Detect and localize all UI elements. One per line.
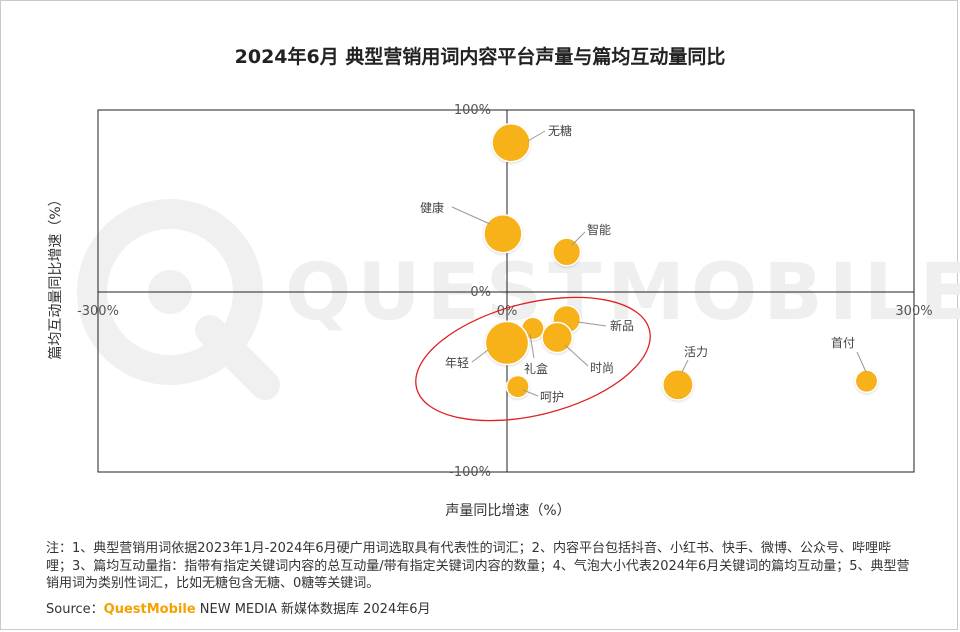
y-tick-zero: 0% bbox=[470, 285, 491, 300]
bubble-label-10: 首付 bbox=[831, 336, 855, 350]
bubble-leader-9 bbox=[681, 359, 689, 373]
x-tick-zero: 0% bbox=[497, 304, 518, 319]
bubble-label-8: 呵护 bbox=[540, 390, 564, 404]
source-brand: QuestMobile bbox=[103, 602, 196, 617]
bubble-leader-3 bbox=[571, 231, 586, 246]
bubble-leader-8 bbox=[522, 389, 539, 397]
bubble-leader-7 bbox=[471, 349, 489, 363]
bubble-leader-4 bbox=[577, 321, 607, 327]
y-tick-bottom: -100% bbox=[449, 465, 491, 480]
y-axis-label-wrap: 篇均互动量同比增速（%） bbox=[40, 176, 70, 376]
x-axis-label: 声量同比增速（%） bbox=[445, 503, 571, 519]
plot-border bbox=[97, 109, 915, 473]
bubble-leader-10 bbox=[856, 351, 867, 373]
chart-title: 2024年6月 典型营销用词内容平台声量与篇均互动量同比 bbox=[234, 46, 726, 68]
bubble-label-1: 无糖 bbox=[548, 123, 572, 138]
bubble-label-6: 时尚 bbox=[590, 361, 614, 375]
bubble-9 bbox=[662, 368, 694, 401]
x-tick-right: 300% bbox=[895, 304, 932, 319]
bubble-1 bbox=[491, 123, 531, 163]
source-prefix: Source： bbox=[46, 602, 104, 617]
bubble-label-2: 健康 bbox=[420, 200, 444, 215]
bubble-leader-5 bbox=[529, 333, 535, 359]
y-axis-label: 篇均互动量同比增速（%） bbox=[48, 192, 64, 360]
bubble-8 bbox=[505, 374, 530, 399]
bubble-3 bbox=[552, 237, 582, 267]
bubble-7 bbox=[484, 320, 530, 366]
y-tick-top: 100% bbox=[454, 103, 491, 118]
source-suffix: NEW MEDIA 新媒体数据库 2024年6月 bbox=[195, 602, 431, 617]
bubble-6 bbox=[541, 321, 574, 354]
bubble-label-3: 智能 bbox=[587, 222, 611, 237]
bubble-label-4: 新品 bbox=[610, 318, 634, 333]
highlight-ellipse bbox=[415, 296, 651, 422]
bubble-leader-2 bbox=[451, 206, 491, 225]
bubble-10 bbox=[854, 369, 879, 394]
bubble-label-7: 年轻 bbox=[445, 356, 469, 370]
source-line: Source：QuestMobile NEW MEDIA 新媒体数据库 2024… bbox=[46, 598, 431, 617]
bubble-2 bbox=[483, 214, 523, 254]
x-tick-left: -300% bbox=[77, 304, 119, 319]
bubble-label-9: 活力 bbox=[684, 345, 708, 359]
bubble-leader-1 bbox=[527, 130, 546, 142]
footnote: 注：1、典型营销用词依据2023年1月-2024年6月硬广用词选取具有代表性的词… bbox=[46, 541, 910, 591]
bubble-label-5: 礼盒 bbox=[524, 361, 548, 376]
bubble-leader-6 bbox=[564, 344, 589, 367]
